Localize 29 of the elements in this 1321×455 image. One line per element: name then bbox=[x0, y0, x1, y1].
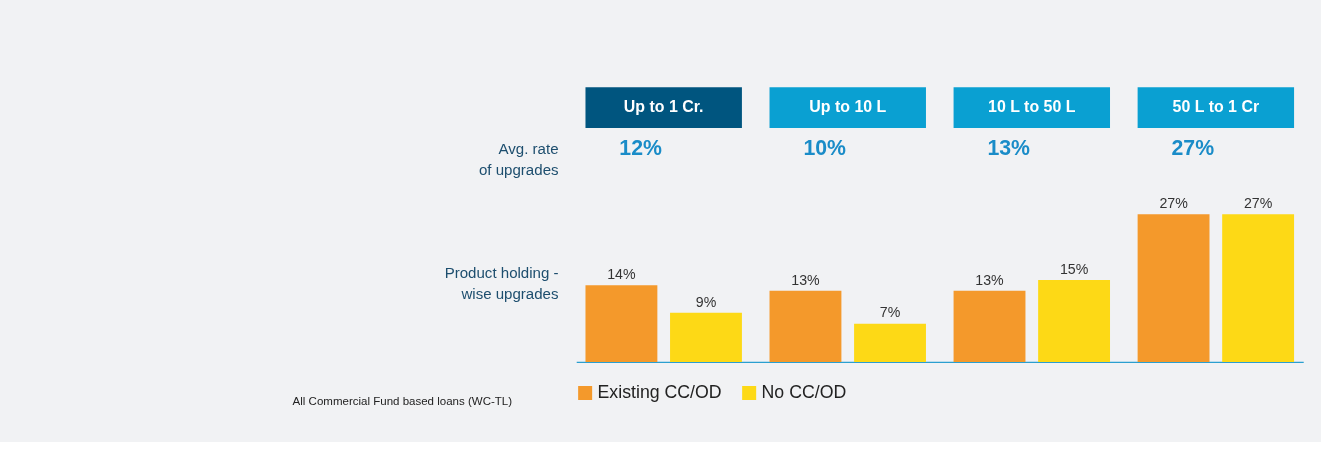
text: Product holding - wise upgrades bbox=[444, 263, 559, 303]
text: Avg. rate of upgrades bbox=[478, 139, 559, 178]
text: 12% bbox=[619, 136, 663, 161]
x-tick-label: 50 L to 1 Cr bbox=[1172, 97, 1260, 115]
data-label: 9% bbox=[695, 293, 717, 310]
data-label: 27% bbox=[1243, 195, 1273, 211]
text: 27% bbox=[1171, 136, 1215, 161]
bar bbox=[585, 285, 658, 362]
text: 10% bbox=[803, 136, 847, 161]
data-label: 15% bbox=[1059, 260, 1089, 277]
legend-label: Existing CC/OD bbox=[597, 382, 722, 403]
bar bbox=[670, 312, 742, 362]
x-tick-label: 10 L to 50 L bbox=[988, 97, 1076, 115]
bar bbox=[1038, 279, 1111, 362]
bar bbox=[1222, 214, 1295, 362]
text: All Commercial Fund based loans (WC-TL) bbox=[292, 395, 513, 408]
data-label: 7% bbox=[879, 304, 901, 321]
data-label: 14% bbox=[607, 266, 636, 283]
legend-label: No CC/OD bbox=[761, 382, 847, 403]
bar bbox=[953, 290, 1026, 362]
text: 13% bbox=[987, 136, 1031, 161]
bar bbox=[854, 323, 926, 362]
x-tick-label: Up to 1 Cr. bbox=[623, 97, 704, 115]
data-label: 13% bbox=[975, 271, 1005, 288]
x-tick-label: Up to 10 L bbox=[809, 97, 887, 115]
bar bbox=[769, 290, 842, 362]
data-label: 13% bbox=[791, 271, 821, 288]
bar bbox=[1137, 214, 1210, 362]
data-label: 27% bbox=[1159, 195, 1189, 211]
